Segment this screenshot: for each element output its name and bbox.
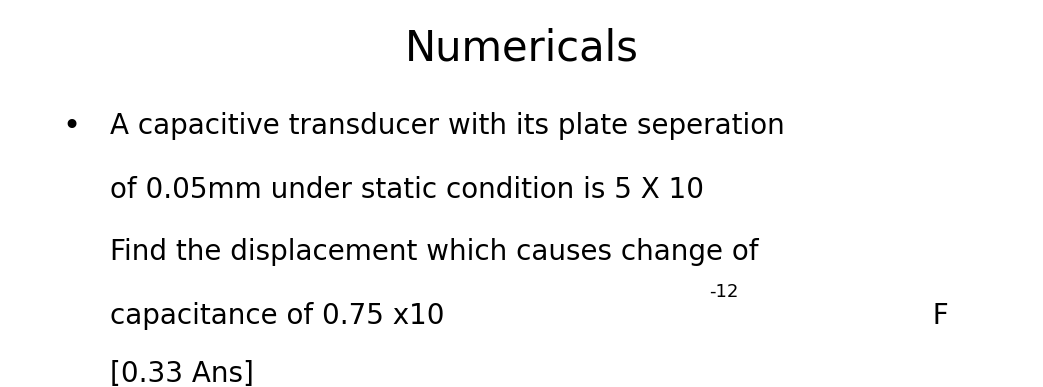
Text: Numericals: Numericals <box>405 27 638 69</box>
Text: of 0.05mm under static condition is 5 X 10: of 0.05mm under static condition is 5 X … <box>110 176 704 204</box>
Text: A capacitive transducer with its plate seperation: A capacitive transducer with its plate s… <box>110 112 784 140</box>
Text: F: F <box>916 302 949 330</box>
Text: -12: -12 <box>709 283 738 301</box>
Text: Find the displacement which causes change of: Find the displacement which causes chang… <box>110 238 758 266</box>
Text: capacitance of 0.75 x10: capacitance of 0.75 x10 <box>110 302 444 330</box>
Text: [0.33 Ans]: [0.33 Ans] <box>110 360 253 387</box>
Text: •: • <box>63 112 80 141</box>
